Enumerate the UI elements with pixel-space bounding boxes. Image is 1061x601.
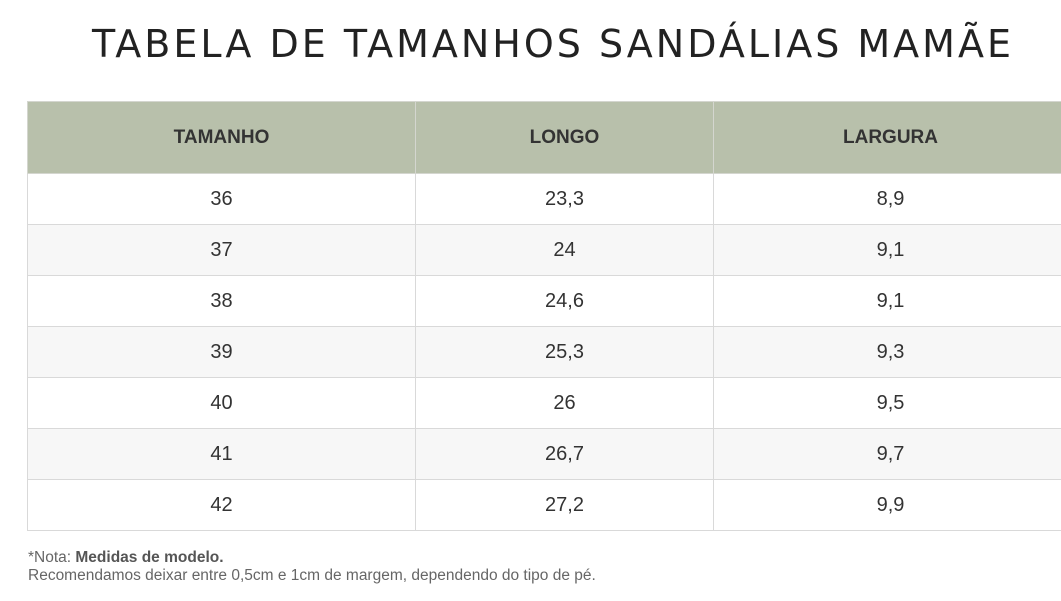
cell-longo: 25,3: [415, 326, 714, 378]
page-title: TABELA DE TAMANHOS SANDÁLIAS MAMÃE: [92, 22, 1014, 66]
cell-tamanho: 41: [27, 428, 416, 480]
cell-largura: 9,5: [713, 377, 1061, 429]
table-row: 41 26,7 9,7: [27, 428, 1061, 480]
cell-longo: 26: [415, 377, 714, 429]
cell-largura: 8,9: [713, 173, 1061, 225]
note-prefix: *Nota:: [28, 549, 76, 566]
column-header-largura: LARGURA: [713, 101, 1061, 174]
cell-tamanho: 40: [27, 377, 416, 429]
note-line-2: Recomendamos deixar entre 0,5cm e 1cm de…: [28, 567, 596, 584]
cell-largura: 9,1: [713, 275, 1061, 327]
cell-tamanho: 37: [27, 224, 416, 276]
cell-tamanho: 42: [27, 479, 416, 531]
table-header-row: TAMANHO LONGO LARGURA: [27, 101, 1061, 174]
cell-longo: 26,7: [415, 428, 714, 480]
cell-longo: 24,6: [415, 275, 714, 327]
table-row: 36 23,3 8,9: [27, 173, 1061, 225]
table-row: 40 26 9,5: [27, 377, 1061, 429]
cell-largura: 9,9: [713, 479, 1061, 531]
cell-largura: 9,3: [713, 326, 1061, 378]
column-header-longo: LONGO: [415, 101, 714, 174]
cell-tamanho: 36: [27, 173, 416, 225]
cell-longo: 23,3: [415, 173, 714, 225]
cell-largura: 9,7: [713, 428, 1061, 480]
note-emphasis: Medidas de modelo.: [75, 549, 224, 566]
size-note: *Nota: Medidas de modelo. Recomendamos d…: [28, 549, 596, 585]
cell-tamanho: 39: [27, 326, 416, 378]
table-row: 37 24 9,1: [27, 224, 1061, 276]
table-row: 38 24,6 9,1: [27, 275, 1061, 327]
cell-longo: 27,2: [415, 479, 714, 531]
cell-largura: 9,1: [713, 224, 1061, 276]
note-line-1: *Nota: Medidas de modelo.: [28, 549, 596, 567]
column-header-tamanho: TAMANHO: [27, 101, 416, 174]
cell-longo: 24: [415, 224, 714, 276]
table-row: 39 25,3 9,3: [27, 326, 1061, 378]
cell-tamanho: 38: [27, 275, 416, 327]
size-table: TAMANHO LONGO LARGURA 36 23,3 8,9 37 24 …: [27, 101, 1061, 531]
table-row: 42 27,2 9,9: [27, 479, 1061, 531]
